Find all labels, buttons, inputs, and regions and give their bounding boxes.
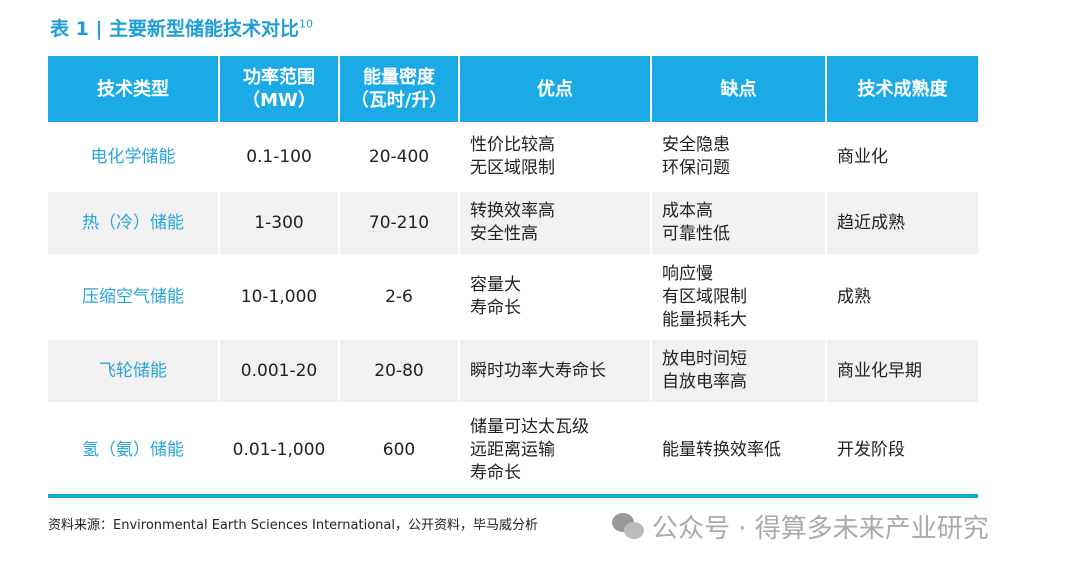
cell-type: 热（冷）储能 — [48, 192, 218, 254]
cell-pros: 瞬时功率大寿命长 — [460, 340, 650, 402]
cell-pros: 储量可达太瓦级 远距离运输 寿命长 — [470, 416, 589, 483]
cell-power: 1-300 — [220, 192, 338, 254]
cell-cons: 放电时间短 自放电率高 — [652, 340, 825, 402]
cell-maturity: 商业化 — [837, 146, 888, 167]
table-row: 氢（氨）储能 0.01-1,000 600 储量可达太瓦级 远距离运输 寿命长 能量… — [48, 404, 978, 496]
header-power: 功率范围 （MW） — [220, 56, 338, 122]
cell-pros: 性价比较高 无区域限制 — [470, 135, 555, 178]
cell-type: 压缩空气储能 — [82, 286, 184, 307]
cell-maturity: 成熟 — [837, 286, 871, 307]
cell-power: 0.1-100 — [246, 146, 312, 167]
cell-cons: 安全隐患 环保问题 — [662, 135, 730, 178]
cell-density: 70-210 — [340, 192, 458, 254]
header-pros: 优点 — [460, 56, 650, 122]
cell-type: 氢（氨）储能 — [82, 439, 184, 460]
cell-density: 600 — [382, 439, 416, 460]
table-row: 电化学储能 0.1-100 20-400 性价比较高 无区域限制 安全隐患 环保问题… — [48, 124, 978, 190]
header-density: 能量密度 （瓦时/升） — [340, 56, 458, 122]
header-cons: 缺点 — [652, 56, 825, 122]
header-type: 技术类型 — [48, 56, 218, 122]
cell-pros: 容量大 寿命长 — [470, 275, 521, 318]
table-row: 热（冷）储能 1-300 70-210 转换效率高 安全性高 成本高 可靠性低 趋近… — [48, 192, 978, 254]
cell-maturity: 商业化早期 — [827, 340, 978, 402]
cell-maturity: 开发阶段 — [837, 439, 905, 460]
table-row: 压缩空气储能 10-1,000 2-6 容量大 寿命长 响应慢 有区域限制 能量损耗大… — [48, 256, 978, 338]
cell-cons: 成本高 可靠性低 — [652, 192, 825, 254]
cell-maturity: 趋近成熟 — [827, 192, 978, 254]
cell-power: 0.001-20 — [220, 340, 338, 402]
cell-cons: 能量转换效率低 — [662, 439, 781, 460]
cell-pros: 转换效率高 安全性高 — [460, 192, 650, 254]
cell-type: 飞轮储能 — [48, 340, 218, 402]
cell-cons: 响应慢 有区域限制 能量损耗大 — [662, 263, 747, 330]
watermark: 公众号 · 得算多未来产业研究 — [612, 508, 989, 545]
wechat-icon — [612, 512, 646, 541]
source-note: 资料来源：Environmental Earth Sciences Intern… — [48, 518, 538, 533]
cell-density: 20-400 — [368, 146, 430, 167]
table-bottom-rule — [48, 494, 978, 498]
table-row: 飞轮储能 0.001-20 20-80 瞬时功率大寿命长 放电时间短 自放电率高 … — [48, 340, 978, 402]
table-title: 表 1 | 主要新型储能技术对比10 — [50, 14, 313, 41]
cell-power: 0.01-1,000 — [232, 439, 326, 460]
header-maturity: 技术成熟度 — [827, 56, 978, 122]
title-footnote: 10 — [299, 17, 314, 31]
cell-density: 20-80 — [340, 340, 458, 402]
watermark-text: 公众号 · 得算多未来产业研究 — [652, 514, 989, 544]
title-text: 表 1 | 主要新型储能技术对比 — [50, 18, 300, 40]
cell-density: 2-6 — [385, 286, 413, 307]
cell-power: 10-1,000 — [240, 286, 318, 307]
comparison-table: 技术类型 功率范围 （MW） 能量密度 （瓦时/升） 优点 缺点 技术成熟度 电化学… — [46, 56, 980, 496]
cell-type: 电化学储能 — [90, 146, 176, 167]
